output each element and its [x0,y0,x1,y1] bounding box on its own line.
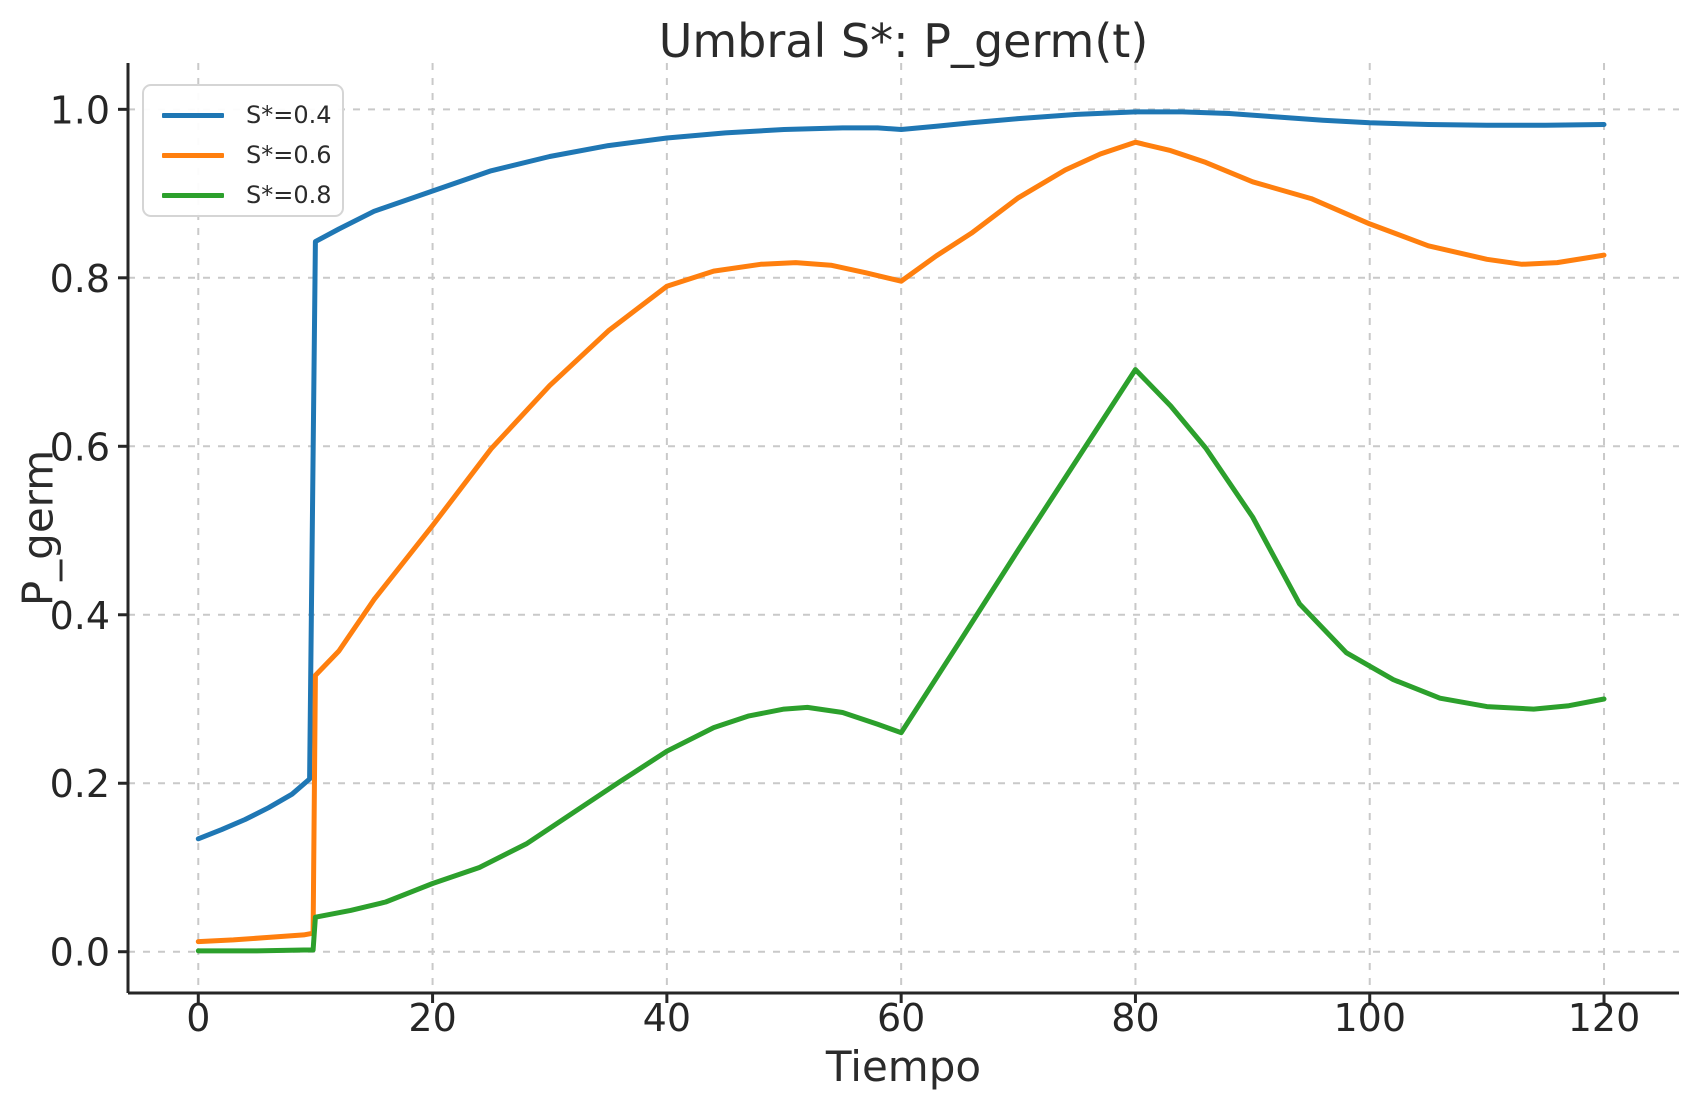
y-tick-label: 0.4 [50,594,110,638]
legend-item: S*=0.6 [162,135,342,175]
series-line-S*=0.4 [195,109,1607,842]
legend-label: S*=0.4 [246,101,332,129]
y-tick-label: 0.6 [50,425,110,469]
x-tick-label: 40 [643,996,691,1040]
y-tick-label: 0.0 [50,931,110,975]
y-tick-label: 1.0 [50,88,110,132]
series-line-S*=0.6 [195,139,1607,945]
chart-title: Umbral S*: P_germ(t) [658,14,1149,68]
legend-item: S*=0.8 [162,175,342,215]
x-tick-label: 20 [408,996,456,1040]
legend-line-swatch [162,112,224,118]
x-tick-label: 100 [1333,996,1406,1040]
x-tick-label: 60 [877,996,925,1040]
legend-label: S*=0.8 [246,181,332,209]
x-axis-label: Tiempo [825,1042,982,1091]
legend-line-swatch [162,152,224,158]
x-tick-label: 120 [1568,996,1641,1040]
x-tick-label: 0 [186,996,210,1040]
legend: S*=0.4 S*=0.6 S*=0.8 [142,84,344,217]
y-tick-label: 0.2 [50,762,110,806]
x-tick-label: 80 [1111,996,1159,1040]
series-line-S*=0.8 [195,367,1607,954]
y-tick-label: 0.8 [50,257,110,301]
legend-line-swatch [162,192,224,198]
legend-item: S*=0.4 [162,95,342,135]
y-axis-label: P_germ [13,449,63,607]
legend-label: S*=0.6 [246,141,332,169]
